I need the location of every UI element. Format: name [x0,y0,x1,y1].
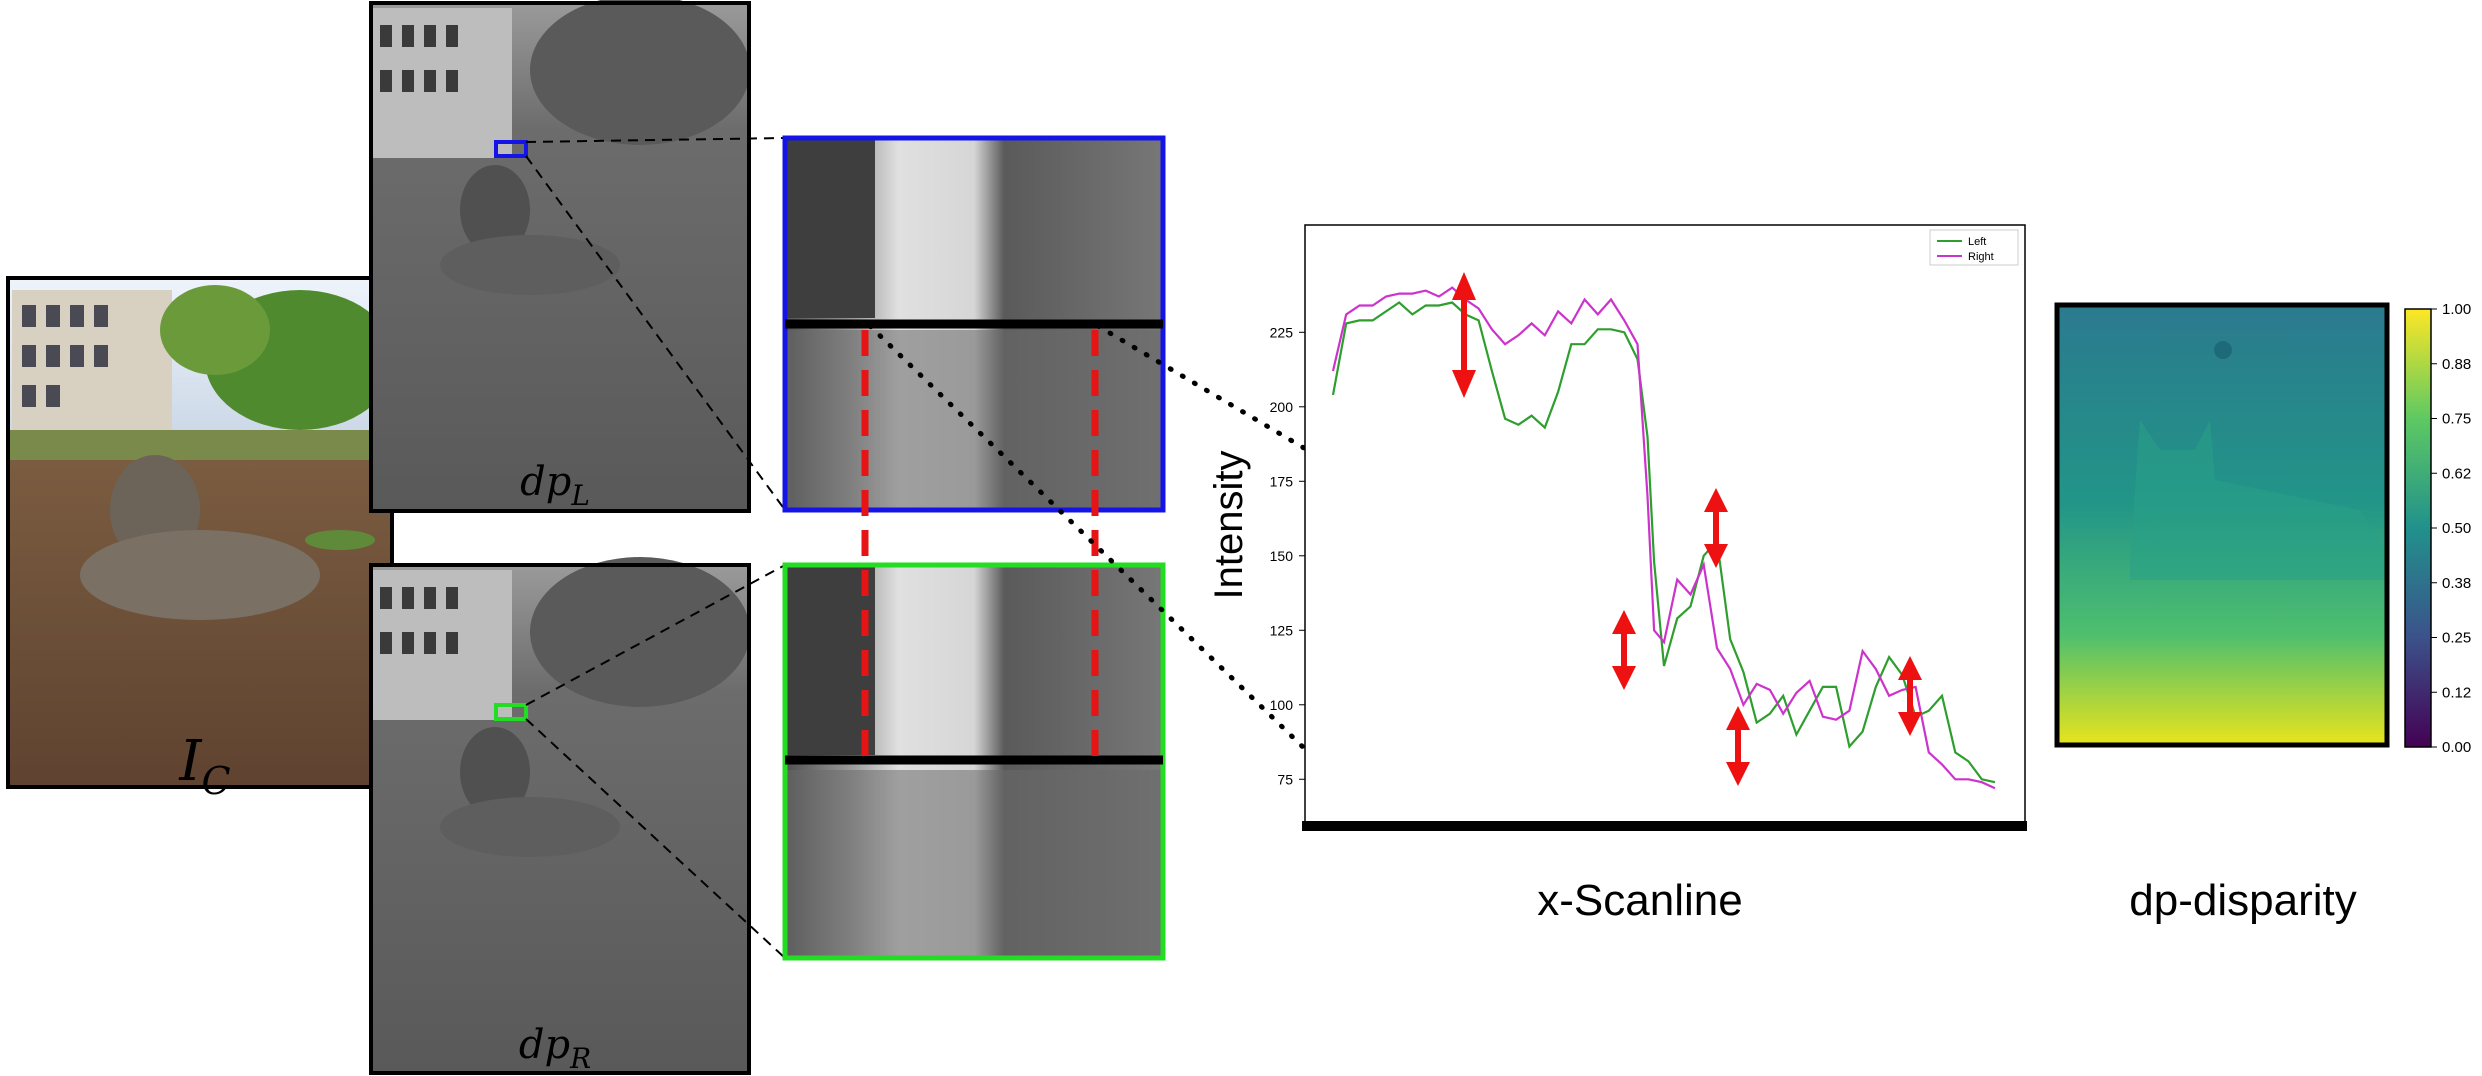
disparity-dot [2214,341,2232,359]
colorbar-tick-label: 0.50 [2442,520,2471,537]
disparity-arrow-1 [1452,272,1476,398]
colorbar-tick-label: 0.12 [2442,684,2471,701]
y-axis-label: Intensity [1207,451,1251,600]
legend: Left Right [1929,229,2019,266]
disparity-arrows [1452,272,1922,786]
y-tick-label: 200 [1270,399,1294,415]
legend-right: Right [1968,251,1994,263]
colorbar-tick-label: 0.62 [2442,465,2471,482]
y-tick-label: 175 [1270,473,1294,489]
y-tick-label: 100 [1270,697,1294,713]
color-image-label: IC [178,729,230,803]
colorbar-tick-label: 0.25 [2442,630,2471,647]
disparity-map [2057,305,2387,745]
scanline-chart: 75 100 125 150 175 200 225 Intensity Left Righ… [1207,224,2027,831]
right-view-frame [369,563,751,1075]
series-line-left [1331,301,1996,784]
series-lines [1331,286,1996,790]
left-view-frame [369,1,751,513]
legend-left: Left [1968,236,1986,248]
disparity-arrow-5 [1898,656,1922,736]
cat-silhouette [2130,420,2385,580]
disparity-arrow-4 [1726,706,1750,786]
scanline-caption: x-Scanline [1537,876,1742,925]
colorbar-tick-label: 0.38 [2442,575,2471,592]
right-view-image [370,557,750,1073]
y-tick-label: 150 [1270,548,1294,564]
colorbar-tick-label: 0.00 [2442,739,2471,756]
y-tick-label: 225 [1270,324,1294,340]
right-view-patch-box [494,703,528,721]
correspondence-lines [861,330,1099,758]
left-view-label: dpL [520,459,590,512]
series-line-right [1331,286,1996,790]
disparity-frame [2054,302,2390,748]
disparity-arrow-3 [1612,610,1636,690]
y-tick-label: 125 [1270,622,1294,638]
colorbar-tick-label: 0.75 [2442,411,2471,428]
colorbar-tick-label: 1.00 [2442,301,2471,318]
y-tick-label: 75 [1277,771,1293,787]
disparity-arrow-2 [1704,488,1728,568]
disparity-caption: dp-disparity [2129,876,2356,925]
zoom-connectors [525,137,786,959]
colorbar-tick-label: 0.88 [2442,356,2471,373]
right-view-label: dpR [519,1022,591,1075]
y-axis-ticks: 75 100 125 150 175 200 225 [1270,324,1305,787]
colorbar-ticks: 1.00 0.88 0.75 0.62 0.50 0.38 0.25 0.12 0.00 [2431,301,2471,756]
left-view-patch-box [494,140,528,158]
left-view-image [370,0,750,511]
colorbar [2404,308,2432,748]
color-image [10,280,395,785]
color-image-frame [6,276,394,789]
